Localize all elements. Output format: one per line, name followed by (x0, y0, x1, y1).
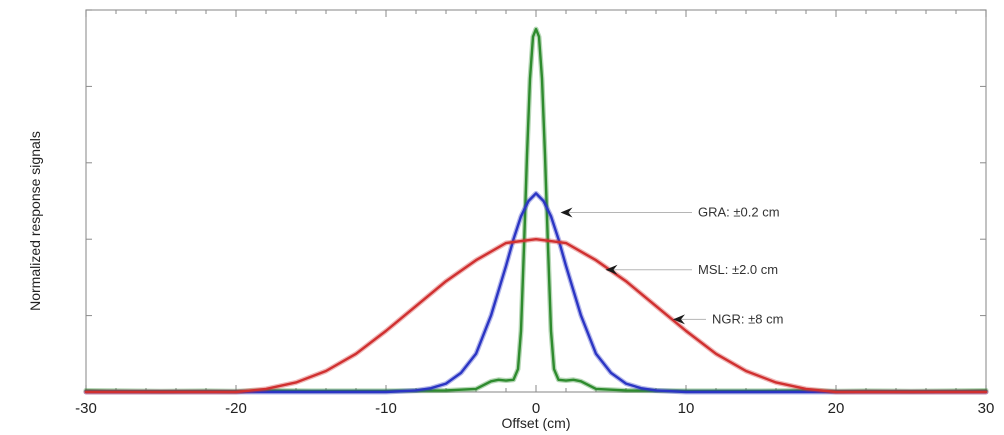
series-line-1 (84, 192, 988, 394)
series-lines (83, 26, 989, 395)
x-axis-title: Offset (cm) (502, 415, 571, 431)
x-tick-label: -20 (225, 400, 247, 417)
annotation-label: MSL: ±2.0 cm (698, 262, 778, 277)
x-tick-label: 20 (828, 400, 845, 417)
x-tick-label: -30 (75, 400, 97, 417)
plot-area (85, 9, 987, 393)
annotation-label: GRA: ±0.2 cm (698, 204, 780, 219)
series-line-2 (84, 238, 988, 394)
x-tick-labels: -30 -20 -10 0 10 20 30 (75, 400, 994, 417)
x-tick-label: 0 (532, 400, 540, 417)
x-tick-label: 30 (978, 400, 995, 417)
x-tick-label: 10 (678, 400, 695, 417)
y-axis-title: Normalized response signals (27, 131, 43, 311)
x-tick-label: -10 (375, 400, 397, 417)
annotation-arrow-icon (560, 207, 573, 218)
annotation-label: NGR: ±8 cm (712, 311, 783, 326)
annotation-arrow-icon (673, 314, 685, 325)
annotation-arrow-icon (605, 264, 618, 275)
annotations: GRA: ±0.2 cm MSL: ±2.0 cm NGR: ±8 cm (560, 204, 783, 326)
